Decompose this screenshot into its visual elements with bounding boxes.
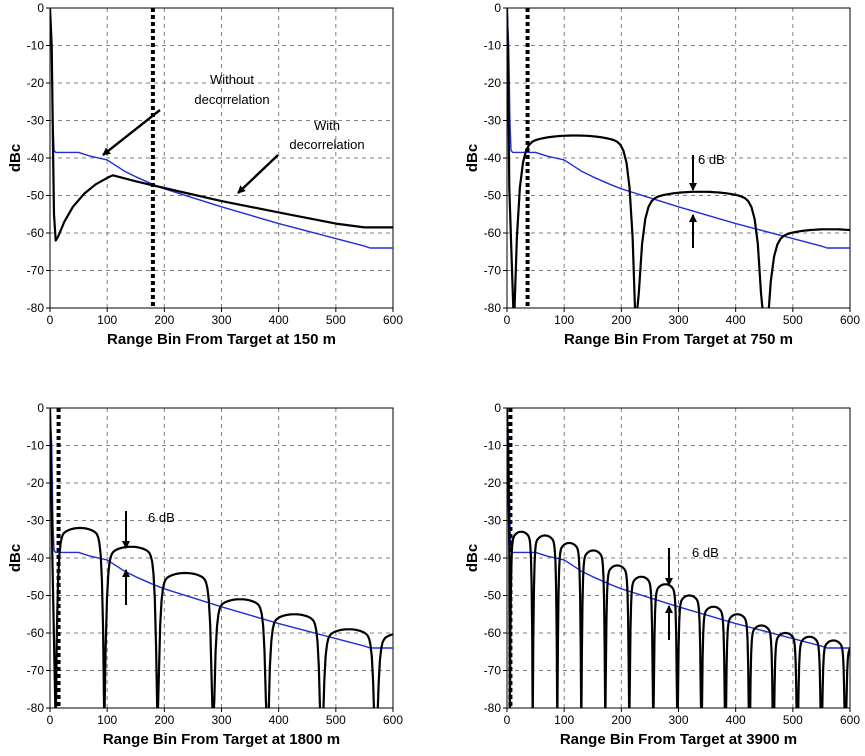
x-tick-label: 0 [47, 313, 54, 327]
series-without-decorrelation [507, 8, 850, 249]
y-tick-label: -70 [484, 264, 502, 278]
x-tick-label: 500 [783, 713, 803, 727]
chart-panel-4: 0 100 200 300 400 500 600 0 -10 -20 -30 -40 -50 -60 -7… [464, 401, 860, 748]
y-tick-label: -50 [27, 189, 45, 203]
y-tick-label: -20 [27, 76, 45, 90]
x-tick-label: 0 [47, 713, 54, 727]
x-tick-label: 300 [211, 313, 231, 327]
x-tick-label: 300 [668, 713, 688, 727]
y-tick-label: 0 [37, 401, 44, 415]
x-tick-label: 100 [554, 713, 574, 727]
y-tick-label: -70 [484, 664, 502, 678]
y-tick-label: -50 [484, 189, 502, 203]
x-tick-label: 0 [504, 313, 511, 327]
y-axis-title: dBc [7, 144, 24, 172]
series-without-decorrelation [507, 408, 850, 649]
y-tick-label: -30 [484, 514, 502, 528]
y-tick-label: -50 [484, 589, 502, 603]
x-axis-title: Range Bin From Target at 1800 m [103, 731, 340, 748]
x-tick-label: 300 [211, 713, 231, 727]
x-tick-label: 400 [269, 713, 289, 727]
x-axis-title: Range Bin From Target at 750 m [564, 331, 793, 348]
x-tick-label: 600 [840, 713, 860, 727]
series-with-decorrelation [50, 8, 393, 242]
x-tick-label: 100 [97, 713, 117, 727]
annotation-label: decorrelation [289, 137, 364, 152]
annotation-label: With [314, 118, 340, 133]
chart-panel-3: 0 100 200 300 400 500 600 0 -10 -20 -30 -40 -50 -60 -7… [7, 401, 403, 748]
x-tick-label: 100 [554, 313, 574, 327]
y-tick-label: -10 [484, 439, 502, 453]
chart-panel-2: 0 100 200 300 400 500 600 0 -10 -20 -30 -40 -50 -60 -7… [464, 1, 860, 348]
y-tick-label: -30 [484, 114, 502, 128]
y-axis-title: dBc [7, 544, 24, 572]
x-tick-label: 600 [383, 313, 403, 327]
x-tick-label: 400 [269, 313, 289, 327]
y-tick-label: -80 [484, 301, 502, 315]
x-tick-label: 400 [726, 313, 746, 327]
x-tick-label: 500 [326, 713, 346, 727]
y-tick-label: -20 [484, 476, 502, 490]
series-with-decorrelation [507, 8, 850, 308]
y-axis-title: dBc [464, 544, 481, 572]
series-with-decorrelation [50, 408, 393, 708]
y-tick-label: -80 [27, 301, 45, 315]
x-tick-label: 500 [783, 313, 803, 327]
y-tick-label: -70 [27, 264, 45, 278]
x-tick-label: 500 [326, 313, 346, 327]
y-tick-label: -60 [27, 626, 45, 640]
y-tick-label: -30 [27, 114, 45, 128]
y-tick-label: -10 [484, 39, 502, 53]
x-tick-label: 100 [97, 313, 117, 327]
y-tick-label: -30 [27, 514, 45, 528]
annotation-label: decorrelation [194, 92, 269, 107]
y-tick-label: -60 [27, 226, 45, 240]
y-tick-label: -10 [27, 39, 45, 53]
y-tick-label: -60 [484, 226, 502, 240]
x-tick-label: 200 [611, 313, 631, 327]
series-with-decorrelation [507, 408, 850, 708]
x-tick-label: 600 [840, 313, 860, 327]
x-tick-label: 200 [154, 713, 174, 727]
x-tick-label: 0 [504, 713, 511, 727]
x-tick-label: 400 [726, 713, 746, 727]
y-tick-label: -20 [27, 476, 45, 490]
y-tick-label: 0 [494, 1, 501, 15]
y-tick-label: -40 [484, 151, 502, 165]
annotation-label: 6 dB [148, 510, 175, 525]
y-tick-label: -80 [27, 701, 45, 715]
annotation-arrow [102, 109, 161, 156]
series-without-decorrelation [50, 408, 393, 649]
y-tick-label: -80 [484, 701, 502, 715]
y-tick-label: 0 [37, 1, 44, 15]
annotation-label: Without [210, 72, 254, 87]
x-tick-label: 300 [668, 313, 688, 327]
y-tick-label: -10 [27, 439, 45, 453]
chart-panel-1: 0 100 200 300 400 500 600 0 -10 -20 -30 -40 -50 -60 -7… [7, 1, 403, 348]
y-tick-label: 0 [494, 401, 501, 415]
y-tick-label: -20 [484, 76, 502, 90]
x-tick-label: 600 [383, 713, 403, 727]
y-tick-label: -60 [484, 626, 502, 640]
y-tick-label: -40 [484, 551, 502, 565]
y-tick-label: -70 [27, 664, 45, 678]
y-axis-title: dBc [464, 144, 481, 172]
annotation-label: 6 dB [698, 152, 725, 167]
y-tick-label: -50 [27, 589, 45, 603]
x-tick-label: 200 [154, 313, 174, 327]
x-axis-title: Range Bin From Target at 150 m [107, 331, 336, 348]
y-tick-label: -40 [27, 151, 45, 165]
x-tick-label: 200 [611, 713, 631, 727]
x-axis-title: Range Bin From Target at 3900 m [560, 731, 797, 748]
annotation-label: 6 dB [692, 545, 719, 560]
y-tick-label: -40 [27, 551, 45, 565]
annotation-arrow [237, 154, 279, 194]
